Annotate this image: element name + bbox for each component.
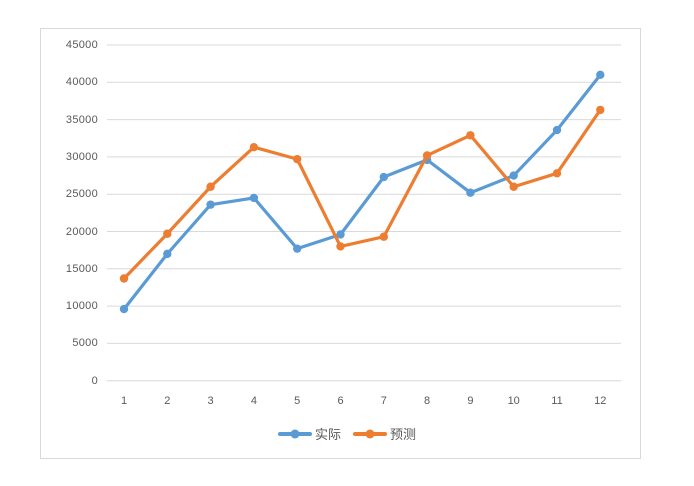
legend-item-actual: 实际 bbox=[277, 424, 341, 443]
x-axis-tick-label: 10 bbox=[507, 395, 520, 407]
x-axis-tick-label: 3 bbox=[207, 395, 214, 407]
x-axis-tick-label: 2 bbox=[164, 395, 171, 407]
series-line-预测 bbox=[122, 108, 602, 281]
data-point-marker bbox=[466, 188, 475, 197]
x-axis-tick-label: 7 bbox=[380, 395, 387, 407]
legend-line-marker-icon bbox=[353, 429, 387, 438]
data-point-marker bbox=[206, 200, 215, 209]
x-axis-tick-label: 11 bbox=[551, 395, 563, 407]
y-axis-tick-label: 30000 bbox=[65, 150, 98, 163]
x-axis-tick-label: 1 bbox=[120, 395, 128, 407]
data-point-marker bbox=[379, 172, 388, 182]
data-point-marker bbox=[509, 182, 518, 191]
x-axis-tick-label: 4 bbox=[250, 395, 257, 407]
chart-legend: 实际 预测 bbox=[0, 424, 694, 443]
data-point-marker bbox=[552, 169, 562, 178]
data-point-marker bbox=[119, 274, 129, 283]
data-point-marker bbox=[596, 70, 605, 80]
legend-dot-icon bbox=[365, 429, 375, 438]
y-axis-tick-label: 10000 bbox=[65, 300, 98, 313]
y-axis-tick-label: 15000 bbox=[65, 262, 98, 275]
x-axis-tick-label: 6 bbox=[337, 395, 344, 407]
legend-line-marker-icon bbox=[277, 429, 312, 438]
legend-label-actual: 实际 bbox=[314, 427, 341, 442]
y-axis-tick-label: 0 bbox=[91, 374, 98, 387]
series-line-实际 bbox=[122, 73, 602, 311]
data-point-marker bbox=[163, 229, 172, 238]
data-point-marker bbox=[336, 230, 345, 239]
data-point-marker bbox=[596, 105, 605, 115]
y-axis-tick-label: 35000 bbox=[65, 113, 98, 126]
data-point-marker bbox=[249, 143, 259, 152]
data-point-marker bbox=[119, 304, 129, 314]
legend-dot-icon bbox=[290, 429, 300, 438]
x-axis-tick-label: 8 bbox=[424, 395, 431, 407]
y-axis-tick-label: 20000 bbox=[65, 225, 98, 238]
data-point-marker bbox=[249, 193, 259, 203]
y-axis-tick-label: 25000 bbox=[65, 188, 98, 201]
data-point-marker bbox=[293, 244, 302, 253]
data-point-marker bbox=[466, 131, 475, 140]
data-point-marker bbox=[293, 154, 302, 164]
data-point-marker bbox=[336, 242, 345, 251]
data-point-marker bbox=[422, 151, 432, 160]
data-point-marker bbox=[509, 171, 518, 180]
data-point-marker bbox=[552, 125, 562, 135]
y-axis-tick-label: 40000 bbox=[65, 76, 98, 89]
x-axis-tick-label: 5 bbox=[294, 395, 301, 407]
x-axis-tick-label: 12 bbox=[594, 395, 607, 407]
data-point-marker bbox=[379, 232, 388, 241]
x-axis-tick-label: 9 bbox=[467, 395, 474, 407]
y-axis-tick-label: 45000 bbox=[65, 39, 98, 51]
legend-item-forecast: 预测 bbox=[353, 424, 416, 443]
data-point-marker bbox=[163, 249, 172, 259]
legend-label-forecast: 预测 bbox=[390, 427, 417, 442]
y-axis-tick-label: 5000 bbox=[72, 337, 98, 350]
data-point-marker bbox=[206, 182, 215, 191]
